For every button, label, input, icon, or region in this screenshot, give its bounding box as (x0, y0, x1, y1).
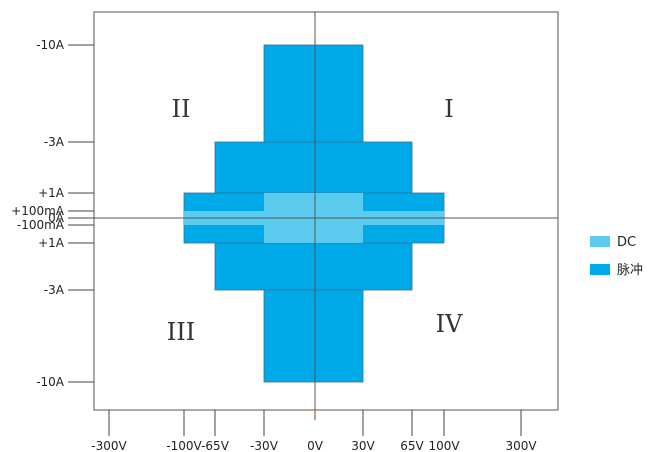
x-tick-label: 100V (428, 439, 460, 452)
quadrant-label-II: II (172, 95, 191, 123)
y-tick-label: +100mA (11, 204, 65, 218)
x-tick-label: 65V (400, 439, 424, 452)
x-tick-label: -300V (91, 439, 127, 452)
y-tick-label: -100mA (17, 218, 65, 232)
x-tick-label: 0V (307, 439, 324, 452)
y-tick-label: -10A (36, 375, 65, 389)
x-tick-label: -65V (201, 439, 230, 452)
legend: DC 脉冲 (590, 235, 643, 278)
legend-swatch (590, 236, 610, 247)
quadrant-label-IV: IV (436, 310, 463, 338)
legend-swatch (590, 264, 610, 275)
y-tick-label: -3A (44, 135, 65, 149)
y-tick-label: 0A (48, 211, 65, 225)
legend-label: 脉冲 (617, 263, 643, 278)
y-tick-label: -3A (44, 283, 65, 297)
y-tick-label: +1A (38, 236, 65, 250)
x-tick-label: 300V (505, 439, 537, 452)
x-tick-label: -100V (166, 439, 202, 452)
x-tick-label: 30V (351, 439, 375, 452)
quadrant-label-III: III (167, 318, 195, 346)
legend-label: DC (617, 235, 636, 250)
y-tick-label: +1A (38, 186, 65, 200)
quadrant-label-I: I (444, 95, 453, 123)
y-tick-label: -10A (36, 38, 65, 52)
x-tick-label: -30V (250, 439, 279, 452)
